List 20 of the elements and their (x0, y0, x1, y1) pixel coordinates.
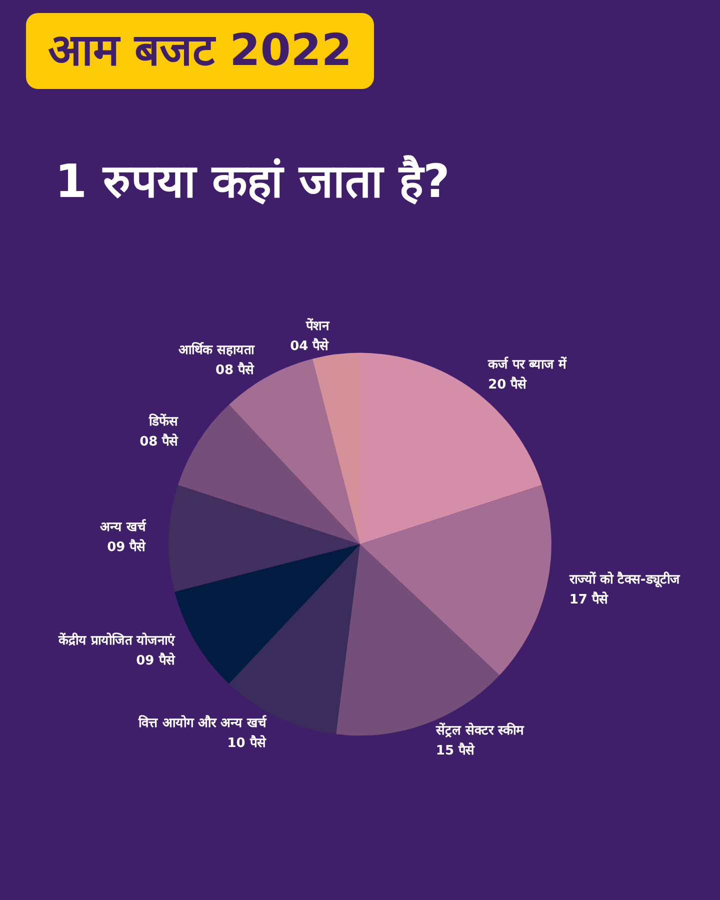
data-label: 15 पैसे (436, 742, 476, 759)
slice-label: केंद्रीय प्रायोजित योजनाएं (58, 632, 176, 648)
slice-label: कर्ज पर ब्याज में (487, 356, 568, 372)
slice-label: अन्य खर्च (100, 519, 147, 536)
data-label: 20 पैसे (488, 376, 528, 392)
slice-label: सेंट्रल सेक्टर स्कीम (434, 722, 525, 739)
slice-label: वित्त आयोग और अन्य खर्च (138, 715, 267, 732)
chart-subtitle: 1 रुपया कहां जाता है? (55, 153, 450, 210)
data-label: 08 पैसे (215, 362, 256, 378)
data-label: 08 पैसे (140, 434, 180, 450)
data-label: 10 पैसे (227, 735, 267, 752)
data-label: 04 पैसे (290, 338, 330, 354)
data-label: 17 पैसे (569, 591, 609, 608)
slice-label: डिफेंस (148, 414, 180, 430)
slice-label: पेंशन (304, 318, 330, 334)
slice-label: आर्थिक सहायता (178, 342, 256, 358)
slice-label: राज्यों को टैक्स-ड्यूटीज (568, 571, 681, 588)
data-label: 09 पैसे (107, 539, 147, 556)
chart-title: आम बजट 2022 (26, 13, 374, 89)
data-label: 09 पैसे (136, 652, 176, 668)
